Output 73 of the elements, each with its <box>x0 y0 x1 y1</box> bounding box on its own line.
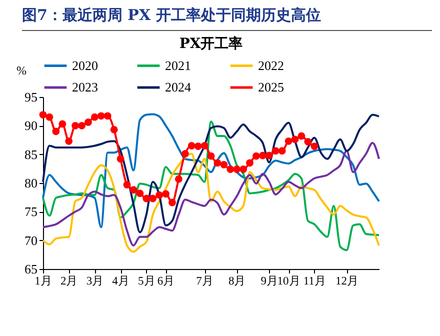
chart-subtitle: PX开工率 <box>179 35 243 52</box>
point <box>188 142 196 150</box>
y-axis-title: % <box>16 64 26 78</box>
point <box>136 190 144 198</box>
point <box>272 147 280 155</box>
point <box>123 181 131 188</box>
point <box>291 136 299 144</box>
point <box>258 152 266 160</box>
legend-label: 2024 <box>165 80 192 94</box>
point <box>240 166 248 173</box>
point <box>214 159 222 167</box>
point <box>39 111 47 118</box>
point <box>104 112 112 120</box>
x-tick-label: 4月 <box>112 274 130 288</box>
point <box>310 142 318 150</box>
point <box>78 122 86 130</box>
point <box>130 186 138 194</box>
point <box>278 147 286 155</box>
point <box>304 138 312 146</box>
point <box>142 194 150 202</box>
point <box>84 118 92 126</box>
y-tick-label: 90 <box>24 118 38 134</box>
point <box>162 190 170 198</box>
point <box>265 152 273 160</box>
point <box>116 155 124 163</box>
legend-label: 2022 <box>258 58 284 73</box>
legend-label: 2025 <box>258 80 284 94</box>
point <box>168 198 176 206</box>
x-tick-label: 8月 <box>228 274 246 288</box>
point <box>156 191 164 199</box>
y-tick-label: 75 <box>24 204 38 220</box>
point <box>298 132 306 140</box>
point <box>194 142 202 150</box>
x-tick-label: 5月 <box>138 274 156 288</box>
y-tick-label: 85 <box>24 146 38 162</box>
y-tick-label: 70 <box>24 232 38 248</box>
point <box>52 128 60 136</box>
point <box>252 152 260 160</box>
point <box>233 166 241 173</box>
point <box>246 159 254 167</box>
point <box>226 166 234 173</box>
line-series <box>42 142 380 246</box>
point <box>65 137 73 145</box>
legend-label: 2023 <box>72 80 98 94</box>
legend-label: 2020 <box>72 58 98 73</box>
point <box>72 122 80 130</box>
point <box>58 120 66 128</box>
point <box>110 126 118 134</box>
point <box>220 160 228 168</box>
x-tick-label: 6月 <box>157 274 176 288</box>
legend-label: 2021 <box>165 58 191 73</box>
x-tick-label: 3月 <box>86 274 104 288</box>
x-tick-label: 7月 <box>196 274 214 288</box>
x-tick-label: 1月 <box>34 274 52 288</box>
x-tick-label: 10月 <box>277 274 301 288</box>
point <box>200 142 208 150</box>
x-tick-label: 2月 <box>60 274 78 288</box>
point <box>174 175 182 183</box>
point <box>149 194 157 202</box>
point <box>181 150 189 158</box>
x-tick-label: 11月 <box>303 274 326 288</box>
point <box>207 152 215 160</box>
chart-title: 图7：最近两周 PX 开工率处于同期历史高位 <box>22 6 432 31</box>
y-tick-label: 65 <box>24 262 38 276</box>
line-series <box>42 120 380 252</box>
point <box>90 113 98 121</box>
point <box>284 137 292 145</box>
x-tick-label: 12月 <box>335 274 359 288</box>
point <box>46 113 54 121</box>
y-tick-label: 80 <box>24 176 38 190</box>
y-tick-label: 95 <box>24 90 38 104</box>
point <box>97 112 105 120</box>
x-tick-label: 9月 <box>260 274 279 288</box>
